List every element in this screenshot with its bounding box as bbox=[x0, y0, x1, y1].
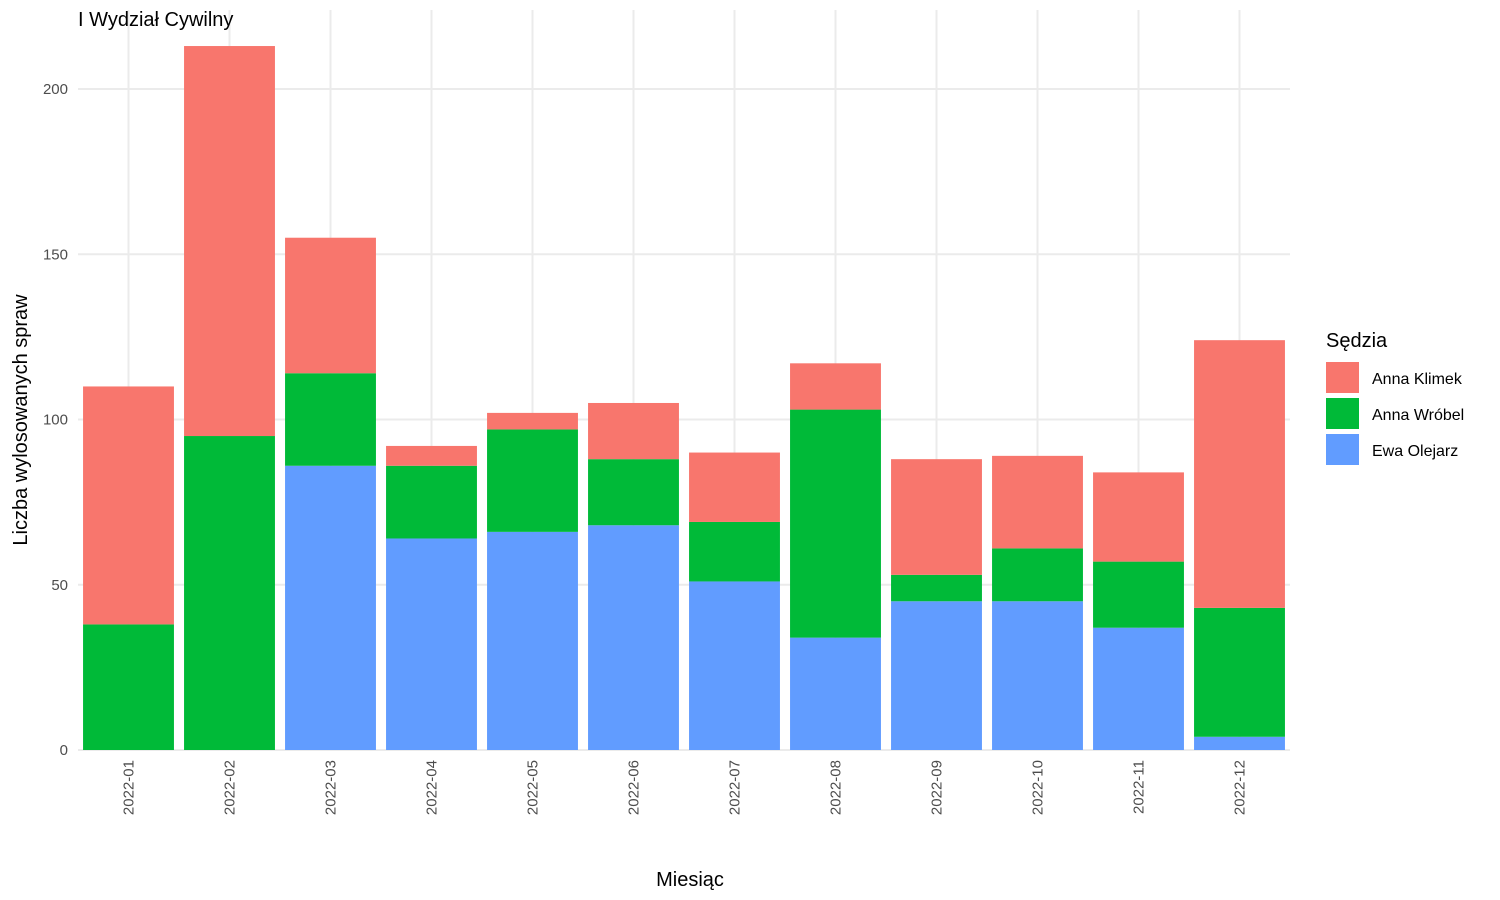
bar-segment bbox=[790, 363, 881, 410]
y-axis-title: Liczba wylosowanych spraw bbox=[10, 294, 32, 546]
bar-segment bbox=[487, 412, 578, 430]
bars bbox=[83, 46, 1285, 750]
y-tick-label: 100 bbox=[43, 412, 68, 429]
bar-segment bbox=[386, 445, 477, 466]
x-tick-label: 2022-04 bbox=[424, 760, 441, 815]
bar-segment bbox=[891, 574, 982, 602]
x-tick-label: 2022-09 bbox=[929, 760, 946, 815]
x-tick-label: 2022-03 bbox=[323, 760, 340, 815]
legend: Sędzia Anna Klimek Anna Wróbel Ewa Olejarz bbox=[1326, 330, 1464, 465]
bar-segment bbox=[891, 601, 982, 750]
bar-segment bbox=[588, 402, 679, 460]
y-tick-label: 0 bbox=[60, 742, 68, 759]
bar-segment bbox=[1194, 736, 1285, 750]
bar-segment bbox=[487, 531, 578, 750]
x-tick-label: 2022-01 bbox=[121, 760, 138, 815]
bar-segment bbox=[891, 459, 982, 575]
chart-title: I Wydział Cywilny bbox=[78, 9, 233, 31]
x-tick-label: 2022-05 bbox=[525, 760, 542, 815]
y-tick-label: 50 bbox=[51, 577, 68, 594]
y-axis-ticks: 0 50 100 150 200 bbox=[43, 81, 68, 759]
bar-segment bbox=[992, 548, 1083, 602]
bar-segment bbox=[689, 581, 780, 750]
legend-swatch bbox=[1326, 398, 1359, 429]
bar-segment bbox=[790, 637, 881, 750]
bar-segment bbox=[689, 521, 780, 582]
x-tick-label: 2022-12 bbox=[1232, 760, 1249, 815]
legend-label: Ewa Olejarz bbox=[1372, 443, 1458, 460]
x-axis-title: Miesiąc bbox=[656, 869, 724, 891]
legend-label: Anna Wróbel bbox=[1372, 407, 1464, 424]
bar-segment bbox=[689, 452, 780, 522]
x-tick-label: 2022-08 bbox=[828, 760, 845, 815]
bar-segment bbox=[83, 624, 174, 750]
x-tick-label: 2022-02 bbox=[222, 760, 239, 815]
bar-segment bbox=[386, 465, 477, 539]
legend-label: Anna Klimek bbox=[1372, 371, 1463, 388]
bar-segment bbox=[184, 46, 275, 437]
bar-segment bbox=[992, 455, 1083, 549]
bar-segment bbox=[1194, 607, 1285, 737]
bar-segment bbox=[1093, 561, 1184, 628]
bar-segment bbox=[285, 237, 376, 374]
bar-segment bbox=[1194, 340, 1285, 608]
bar-segment bbox=[285, 373, 376, 466]
x-tick-label: 2022-10 bbox=[1030, 760, 1047, 815]
y-tick-label: 200 bbox=[43, 81, 68, 98]
x-axis-ticks: 2022-01 2022-02 2022-03 2022-04 2022-05 2022-… bbox=[121, 760, 1249, 815]
bar-segment bbox=[1093, 627, 1184, 750]
bar-segment bbox=[285, 465, 376, 750]
bar-segment bbox=[588, 525, 679, 750]
bar-segment bbox=[588, 459, 679, 526]
bar-segment bbox=[83, 386, 174, 625]
bar-segment bbox=[386, 538, 477, 750]
x-tick-label: 2022-07 bbox=[727, 760, 744, 815]
bar-segment bbox=[992, 601, 1083, 750]
bar-segment bbox=[184, 436, 275, 750]
y-tick-label: 150 bbox=[43, 246, 68, 263]
bar-segment bbox=[1093, 472, 1184, 562]
bar-segment bbox=[487, 429, 578, 532]
bar-segment bbox=[790, 409, 881, 638]
legend-title: Sędzia bbox=[1326, 330, 1388, 352]
x-tick-label: 2022-06 bbox=[626, 760, 643, 815]
legend-swatch bbox=[1326, 434, 1359, 465]
legend-swatch bbox=[1326, 362, 1359, 393]
x-tick-label: 2022-11 bbox=[1131, 760, 1148, 814]
